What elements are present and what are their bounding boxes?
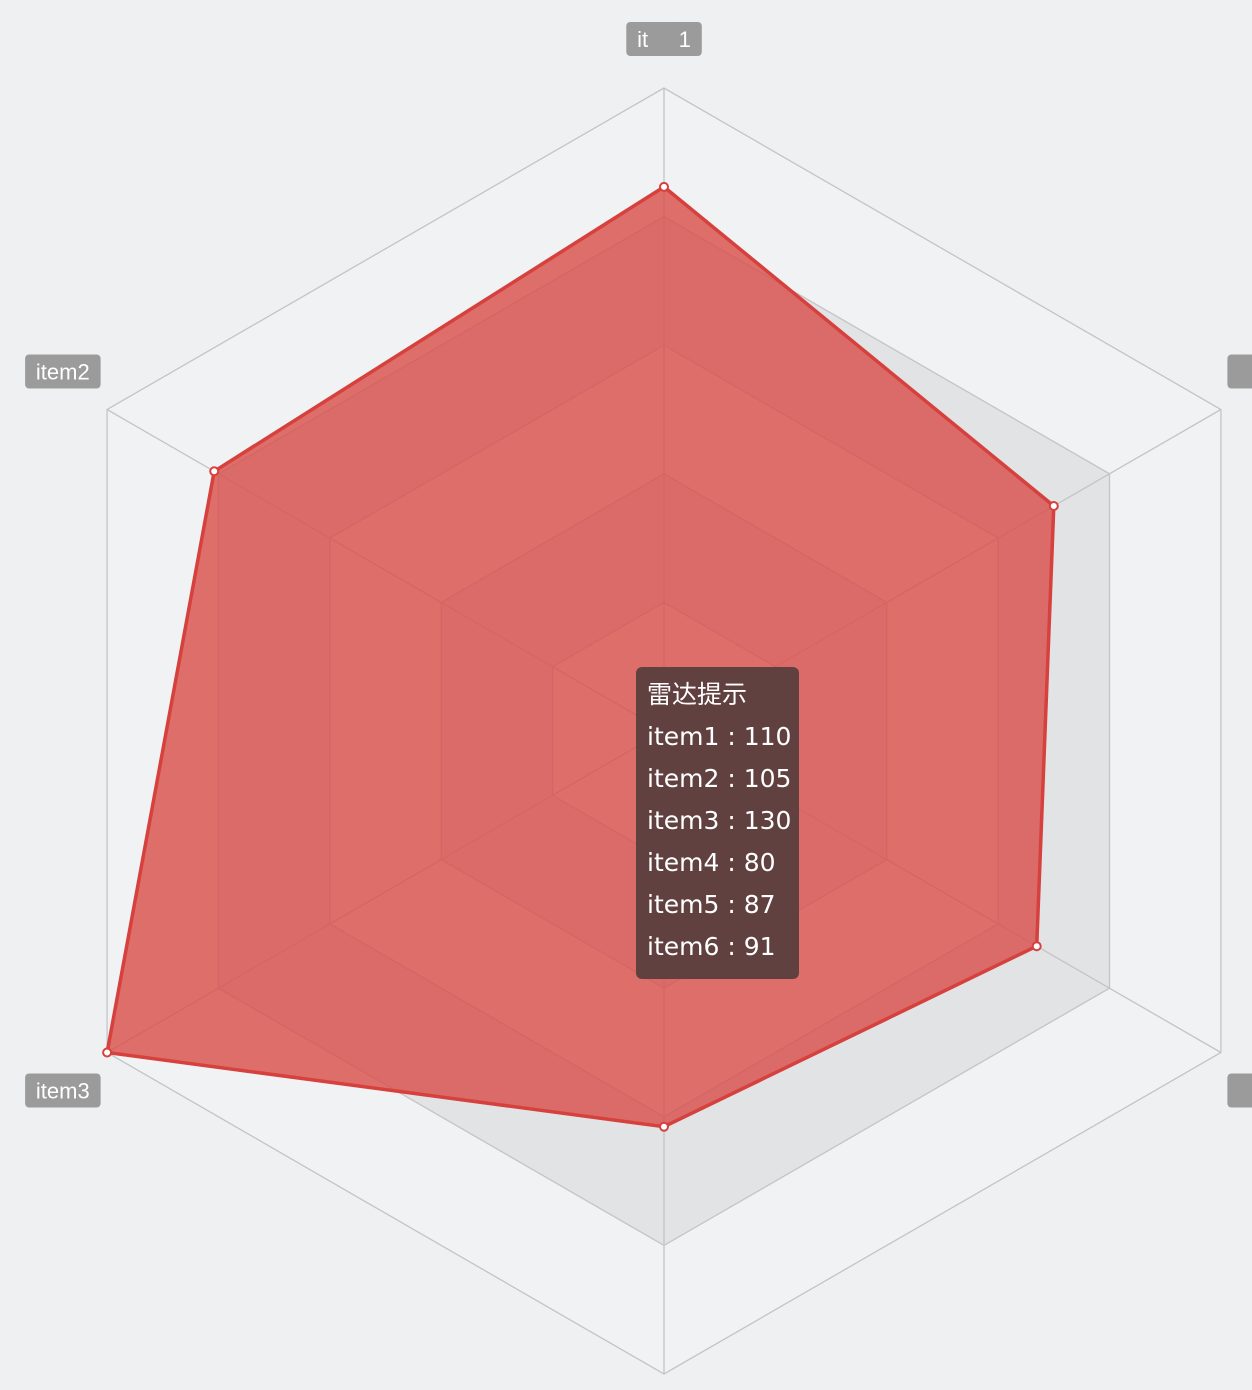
- data-point-2[interactable]: [209, 466, 220, 477]
- indicator-label-5: [1227, 1073, 1252, 1108]
- data-point-1[interactable]: [659, 181, 669, 192]
- tooltip-row-name: item2: [647, 764, 720, 793]
- indicator-label-2: item2: [25, 354, 101, 389]
- tooltip-row-item3: item3 : 130: [647, 800, 792, 842]
- tooltip-row-value: 80: [743, 848, 776, 877]
- tooltip-row-name: item1: [647, 722, 720, 751]
- indicator-label-bg: [1227, 354, 1252, 389]
- tooltip-row-name: item6: [647, 932, 720, 961]
- radar-points[interactable]: [102, 181, 1059, 1132]
- indicator-label-text: item3: [36, 1079, 90, 1104]
- tooltip-row-item1: item1 : 110: [647, 716, 792, 758]
- indicator-label-text: item2: [36, 360, 90, 385]
- tooltip-row-separator: :: [719, 764, 744, 793]
- tooltip-row-separator: :: [719, 722, 744, 751]
- indicator-label-bg: [1227, 1073, 1252, 1108]
- tooltip-row-item5: item5 : 87: [647, 884, 789, 926]
- tooltip-row-value: 91: [743, 932, 776, 961]
- tooltip-row-separator: :: [719, 806, 744, 835]
- tooltip: 雷达提示 item1 : 110 item2 : 105 item3 : 130 it…: [636, 667, 799, 979]
- tooltip-row-value: 130: [743, 806, 792, 835]
- tooltip-row-value: 87: [743, 890, 776, 919]
- data-point-5[interactable]: [1031, 941, 1042, 952]
- tooltip-row-name: item3: [647, 806, 720, 835]
- tooltip-row-value: 105: [743, 764, 792, 793]
- tooltip-row-separator: :: [719, 890, 744, 919]
- data-point-3[interactable]: [102, 1047, 113, 1058]
- data-point-4[interactable]: [659, 1121, 669, 1132]
- tooltip-row-item2: item2 : 105: [647, 758, 792, 800]
- tooltip-row-name: item5: [647, 890, 720, 919]
- tooltip-row-separator: :: [719, 848, 744, 877]
- tooltip-title: 雷达提示: [647, 680, 748, 709]
- tooltip-row-name: item4: [647, 848, 720, 877]
- tooltip-rows: item1 : 110 item2 : 105 item3 : 130 item4 :…: [647, 716, 792, 968]
- indicator-label-bg: [25, 1073, 101, 1108]
- indicator-label-4: [649, 22, 679, 56]
- tooltip-row-item4: item4 : 80: [647, 842, 789, 884]
- tooltip-row-separator: :: [719, 932, 744, 961]
- indicator-label-6: [1227, 354, 1252, 389]
- indicator-label-bg: [25, 354, 101, 389]
- radar-indicator-labels: item1 item2 item3: [25, 22, 1252, 1108]
- tooltip-row-value: 110: [743, 722, 792, 751]
- indicator-label-bg: [649, 22, 679, 56]
- indicator-label-3: item3: [25, 1073, 101, 1108]
- tooltip-row-item6: item6 : 91: [647, 926, 789, 968]
- data-point-6[interactable]: [1048, 501, 1059, 511]
